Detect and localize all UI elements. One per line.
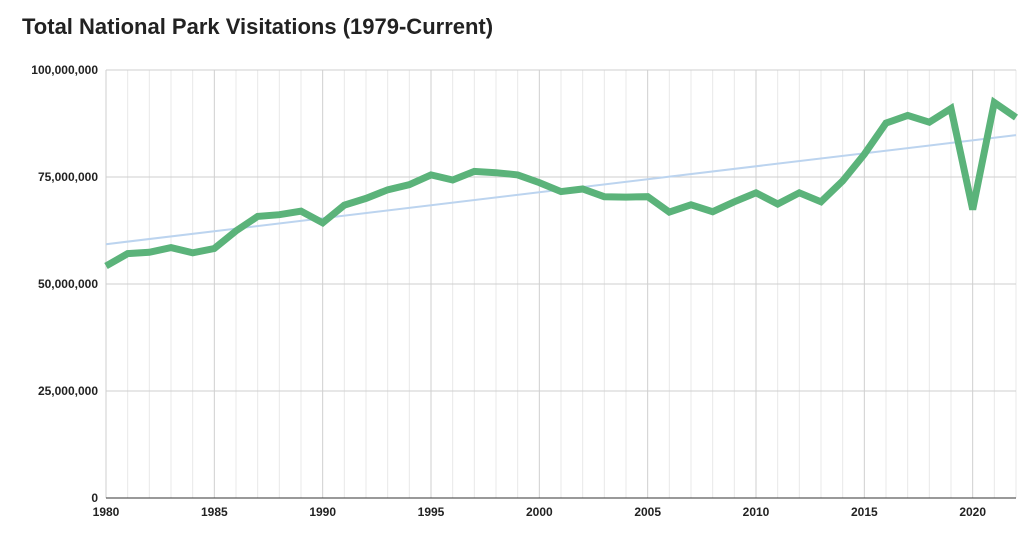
x-tick-label: 2010 <box>743 505 770 519</box>
x-tick-label: 1980 <box>93 505 120 519</box>
x-axis-labels: 1980 1985 1990 1995 2000 2005 2010 2015 2020 <box>93 505 987 519</box>
series-group <box>104 96 1018 270</box>
y-tick-label: 75,000,000 <box>38 170 98 184</box>
x-tick-label: 1985 <box>201 505 228 519</box>
series-line-visitations <box>104 96 1018 270</box>
y-tick-label: 0 <box>91 491 98 505</box>
major-gridlines <box>105 69 1016 498</box>
x-tick-label: 1990 <box>309 505 336 519</box>
y-tick-label: 100,000,000 <box>31 63 98 77</box>
x-tick-label: 1995 <box>418 505 445 519</box>
x-tick-label: 2020 <box>959 505 986 519</box>
x-tick-label: 2015 <box>851 505 878 519</box>
y-tick-label: 25,000,000 <box>38 384 98 398</box>
x-tick-label: 2005 <box>634 505 661 519</box>
y-tick-label: 50,000,000 <box>38 277 98 291</box>
x-tick-label: 2000 <box>526 505 553 519</box>
chart-title: Total National Park Visitations (1979-Cu… <box>22 14 494 39</box>
y-axis-labels: 0 25,000,000 50,000,000 75,000,000 100,000,0… <box>31 63 98 505</box>
